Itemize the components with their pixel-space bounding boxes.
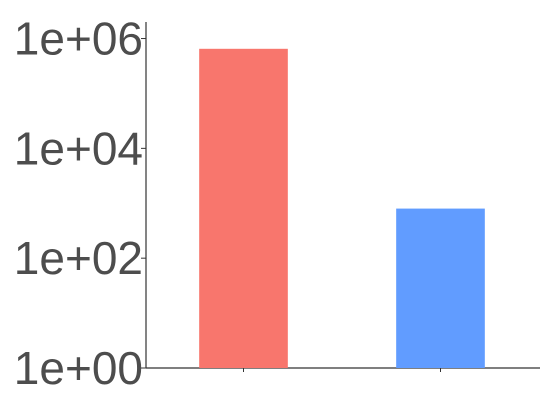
- y-tick-label: 1e+00: [14, 342, 143, 394]
- y-tick-label: 1e+02: [14, 232, 143, 284]
- y-axis: 1e+00 1e+02 1e+04 1e+06: [14, 13, 147, 394]
- bar: [199, 48, 288, 369]
- bar: [396, 208, 485, 368]
- bars: [199, 48, 485, 369]
- y-tick-label: 1e+04: [14, 122, 143, 174]
- x-axis: [146, 367, 540, 372]
- y-tick-label: 1e+06: [14, 13, 143, 65]
